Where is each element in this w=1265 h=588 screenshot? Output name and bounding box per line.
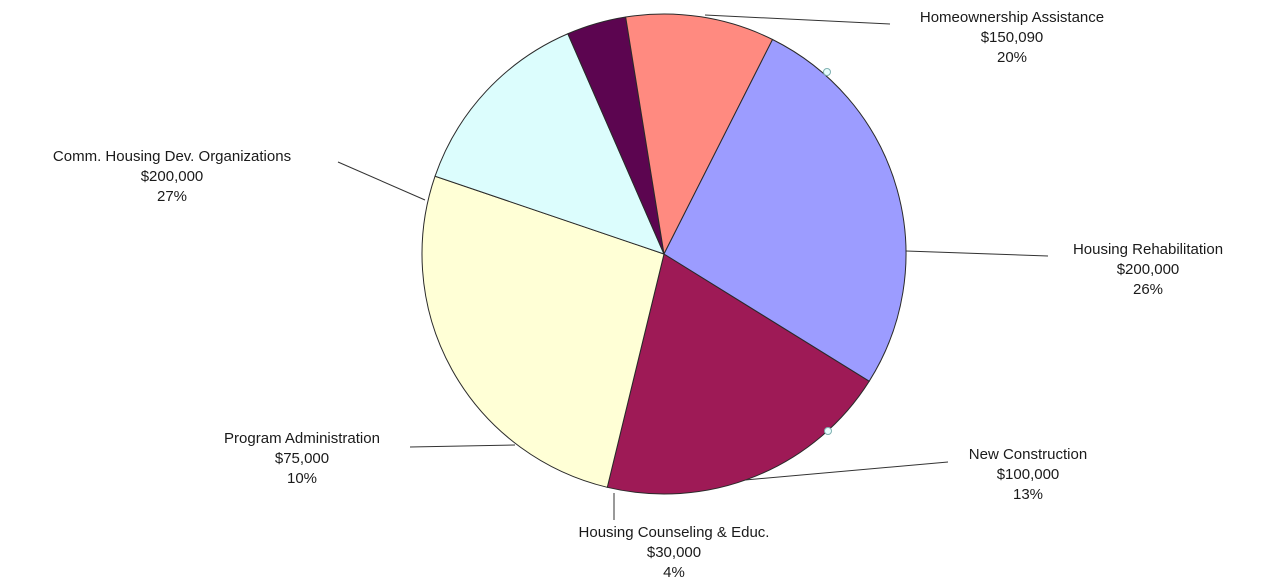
slice-labels: Homeownership Assistance $150,090 20% Housi… (53, 9, 1223, 581)
slice-value-label: $100,000 (997, 466, 1060, 483)
selection-handle-1 (823, 68, 831, 76)
slice-percent-label: 10% (287, 470, 317, 487)
leader-line-2 (905, 250, 1049, 257)
pie-slice-2 (421, 175, 665, 488)
data-label-1: Homeownership Assistance $150,090 20% (920, 9, 1104, 66)
slice-name-label: Housing Counseling & Educ. (579, 524, 770, 541)
pie-slice-5 (625, 13, 774, 256)
leader-line-3 (744, 461, 949, 481)
data-label-5: Program Administration $75,000 10% (224, 430, 380, 487)
leader-line-6 (337, 161, 426, 201)
slice-value-label: $75,000 (275, 450, 329, 467)
slice-value-label: $30,000 (647, 544, 701, 561)
selection-handle-2 (824, 427, 832, 435)
data-label-6: Comm. Housing Dev. Organizations $200,000… (53, 148, 291, 205)
slice-name-label: Comm. Housing Dev. Organizations (53, 148, 291, 165)
slice-percent-label: 20% (997, 49, 1027, 66)
slice-name-label: Homeownership Assistance (920, 9, 1104, 26)
pie-slice-6 (663, 38, 907, 382)
data-label-3: New Construction $100,000 13% (969, 446, 1087, 503)
pie-slice-3 (434, 33, 665, 255)
slice-value-label: $200,000 (1117, 261, 1180, 278)
leader-line-1 (704, 14, 891, 25)
slice-name-label: Housing Rehabilitation (1073, 241, 1223, 258)
slice-percent-label: 26% (1133, 281, 1163, 298)
data-label-4: Housing Counseling & Educ. $30,000 4% (579, 524, 770, 581)
slice-value-label: $150,090 (981, 29, 1044, 46)
pie-slice-1 (606, 253, 870, 495)
slice-percent-label: 27% (157, 188, 187, 205)
slice-name-label: Program Administration (224, 430, 380, 447)
leader-line-5 (409, 444, 516, 448)
leader-lines (337, 14, 1049, 520)
slice-name-label: New Construction (969, 446, 1087, 463)
slice-percent-label: 13% (1013, 486, 1043, 503)
slice-percent-label: 4% (663, 564, 685, 581)
slice-value-label: $200,000 (141, 168, 204, 185)
pie-slices (421, 13, 907, 495)
data-label-2: Housing Rehabilitation $200,000 26% (1073, 241, 1223, 298)
